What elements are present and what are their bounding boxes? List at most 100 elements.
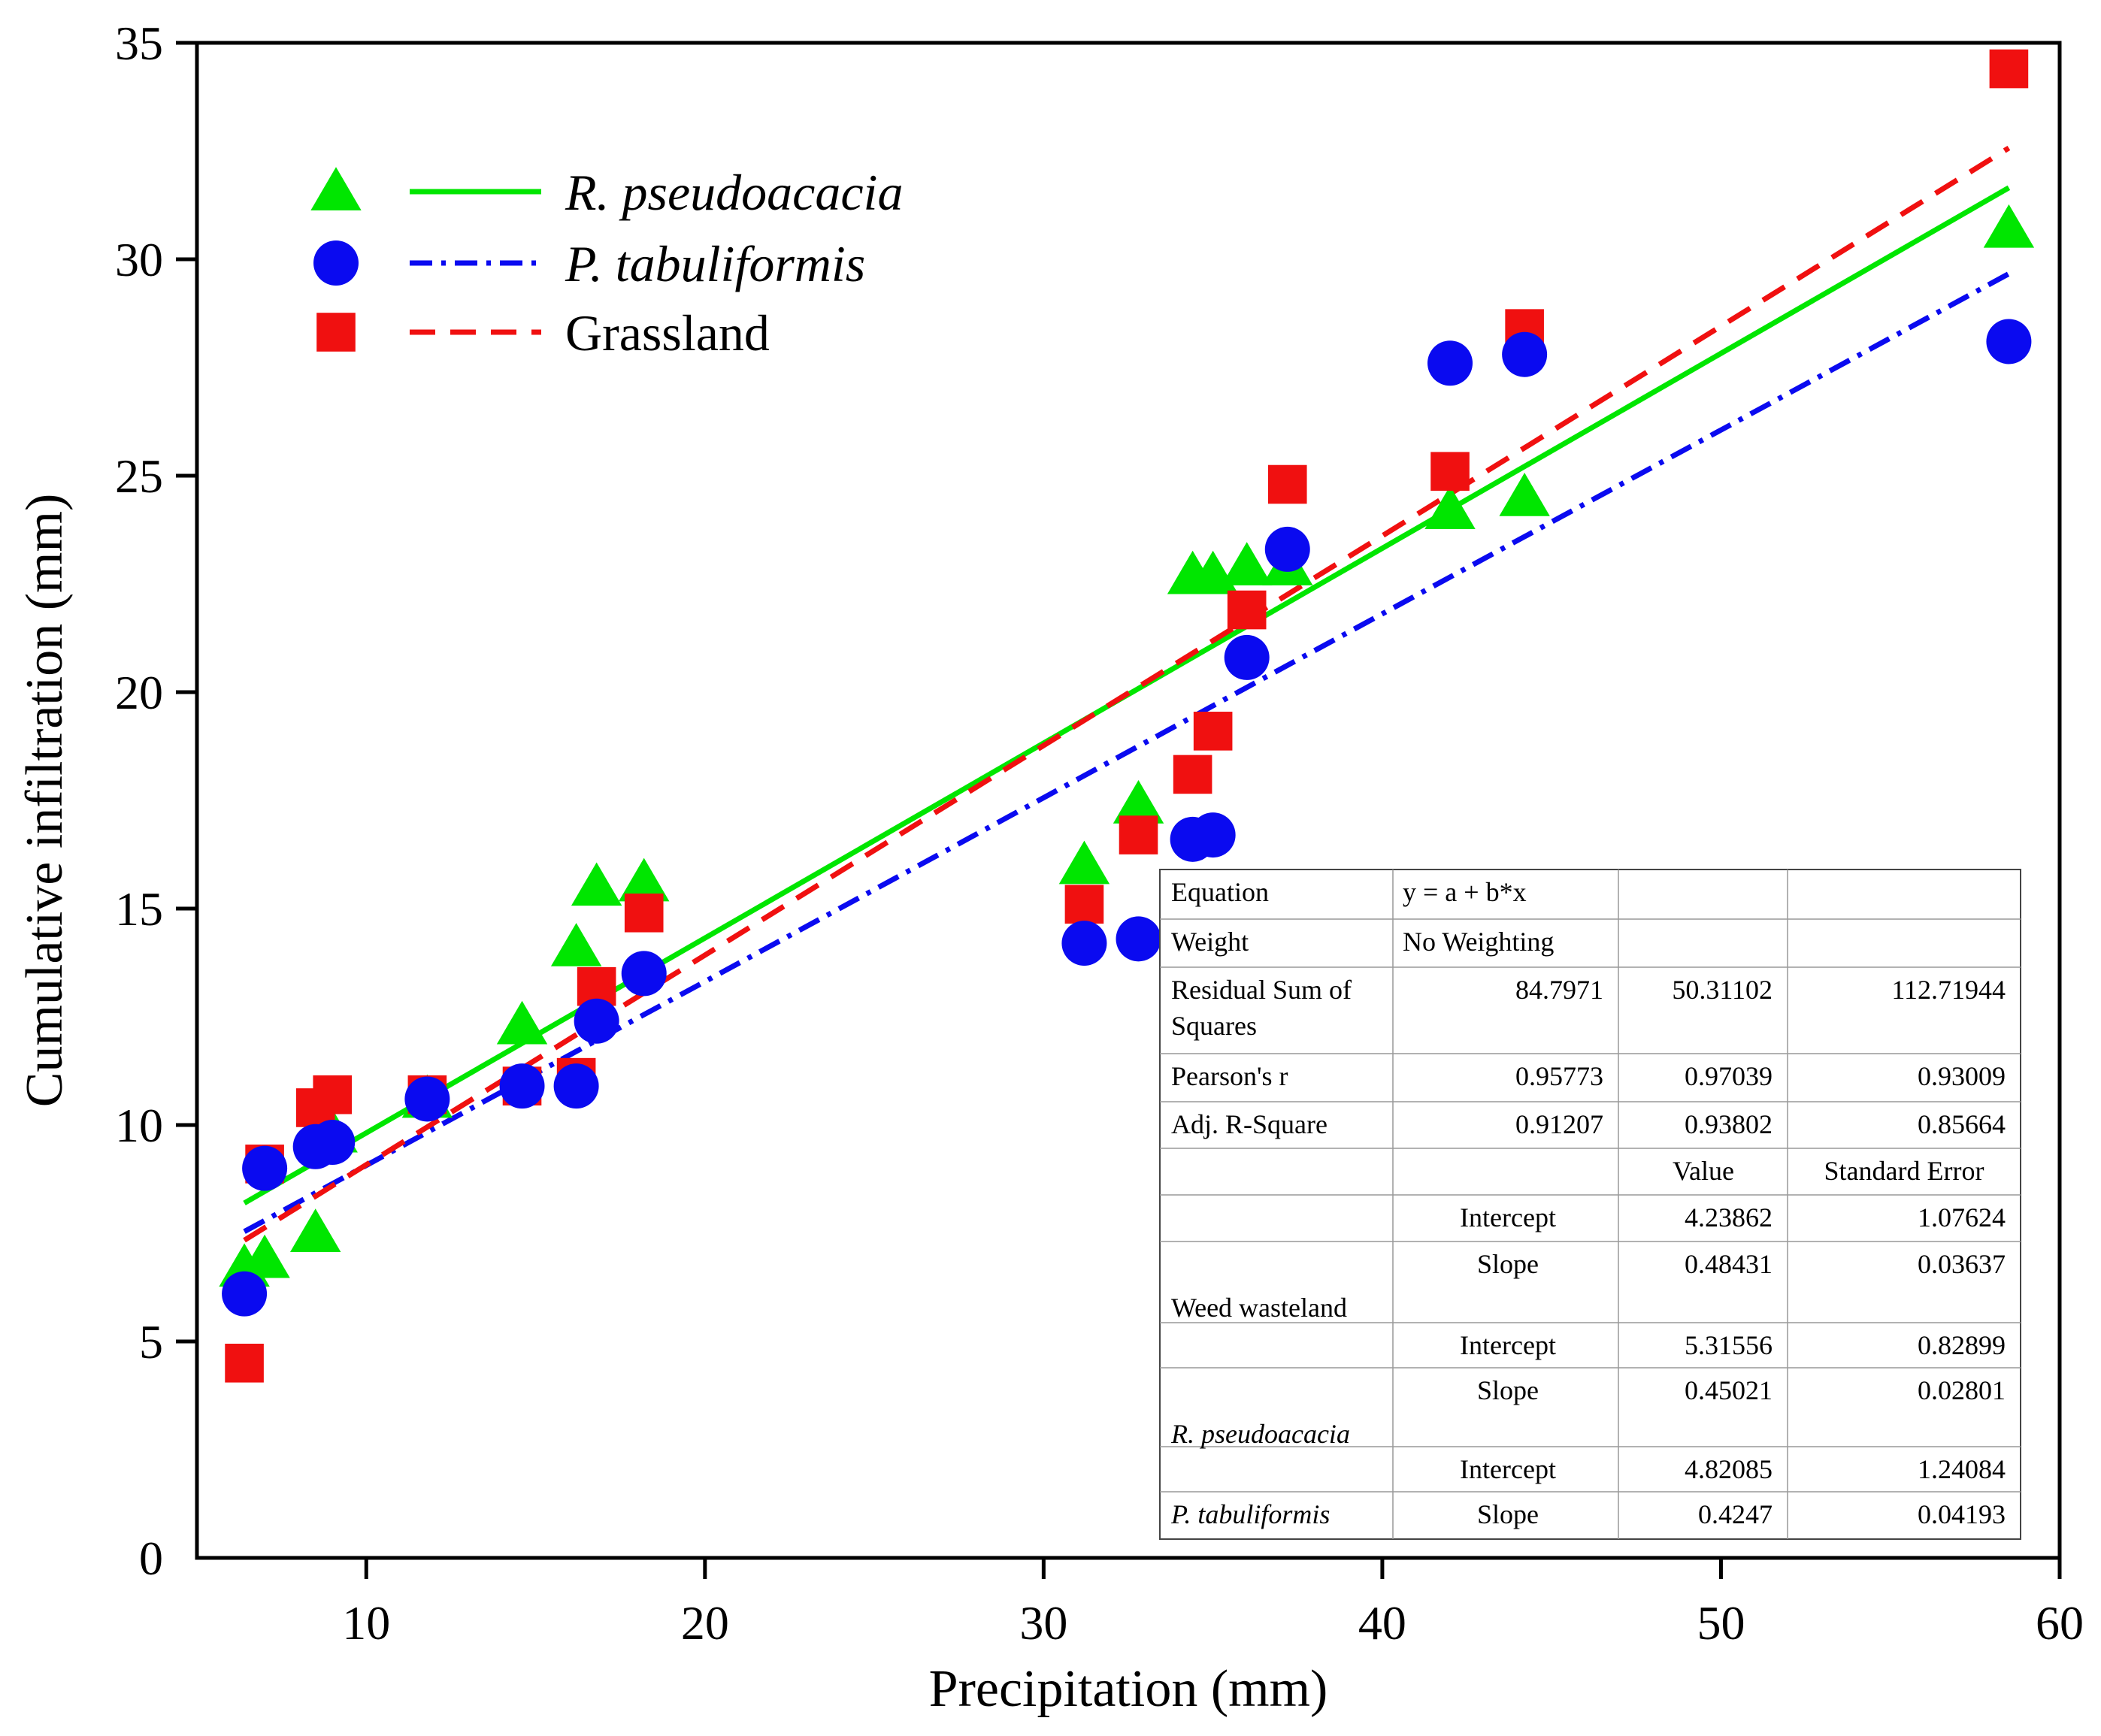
table-cell: Slope — [1477, 1499, 1539, 1529]
point-triangle-2 — [289, 1208, 341, 1252]
legend-label: R. pseudoacacia — [565, 164, 903, 221]
point-circle-1 — [242, 1145, 288, 1191]
table-cell: 0.93009 — [1918, 1061, 2006, 1091]
table-cell-label: Residual Sum of — [1171, 975, 1352, 1005]
point-circle-5 — [499, 1063, 545, 1109]
table-cell: 0.91207 — [1515, 1109, 1603, 1139]
table-cell: 4.23862 — [1685, 1202, 1773, 1232]
point-circle-12 — [1190, 812, 1236, 858]
plot-frame — [195, 41, 2062, 1560]
legend-marker-square — [316, 313, 356, 352]
x-tick-label: 20 — [681, 1596, 729, 1650]
table-cell: Standard Error — [1824, 1156, 1984, 1186]
legend-label: Grassland — [565, 304, 770, 361]
table-cell: 0.82899 — [1918, 1330, 2006, 1360]
point-triangle-17 — [1983, 204, 2035, 248]
point-triangle-13 — [1221, 542, 1273, 585]
table-cell: Value — [1673, 1156, 1734, 1186]
point-square-13 — [1227, 590, 1267, 630]
y-tick-label: 10 — [115, 1099, 163, 1152]
y-tick-label: 5 — [139, 1315, 163, 1369]
point-triangle-9 — [1058, 840, 1110, 885]
point-triangle-5 — [496, 1000, 548, 1045]
table-cell: 0.93802 — [1685, 1109, 1773, 1139]
table-cell: Intercept — [1460, 1202, 1556, 1232]
table-cell: 4.82085 — [1685, 1454, 1773, 1484]
point-triangle-7 — [571, 862, 622, 906]
table-frame — [1159, 869, 2021, 1540]
point-square-9 — [1064, 885, 1104, 924]
point-circle-10 — [1116, 916, 1161, 962]
axes: 10 20 30 40 50 60 0 5 10 15 20 25 30 35 Precipitation … — [16, 17, 2084, 1718]
table-cell: Intercept — [1460, 1330, 1556, 1360]
table-cell-label: Weed wasteland — [1171, 1293, 1347, 1323]
table-cell: 112.71944 — [1891, 975, 2006, 1005]
point-circle-4 — [404, 1076, 450, 1122]
stats-table: Equation y = a + b*x Weight No Weighting Res… — [1159, 869, 2021, 1540]
table-cell: 5.31556 — [1685, 1330, 1773, 1360]
x-tick-label: 30 — [1019, 1596, 1067, 1650]
table-cell: 0.95773 — [1515, 1061, 1603, 1091]
point-circle-15 — [1427, 340, 1473, 386]
table-cell-label: Adj. R-Square — [1171, 1109, 1328, 1139]
y-tick-label: 0 — [139, 1532, 163, 1585]
point-circle-17 — [1986, 319, 2032, 364]
table-cell: 0.45021 — [1685, 1375, 1773, 1405]
x-tick-label: 40 — [1358, 1596, 1406, 1650]
point-circle-0 — [222, 1271, 268, 1317]
y-tick-label: 20 — [115, 666, 163, 719]
point-square-10 — [1119, 815, 1158, 854]
x-tick-label: 60 — [2036, 1596, 2084, 1650]
fit-line-2 — [243, 145, 2011, 1243]
table-cell: 84.7971 — [1515, 975, 1603, 1005]
table-cell: 0.4247 — [1698, 1499, 1773, 1529]
table-cell-label: Weight — [1171, 927, 1249, 957]
point-square-15 — [1430, 452, 1470, 491]
point-circle-7 — [574, 998, 619, 1044]
point-circle-3 — [310, 1120, 356, 1166]
y-tick-label: 15 — [115, 882, 163, 936]
x-tick-label: 50 — [1697, 1596, 1745, 1650]
point-triangle-16 — [1499, 473, 1550, 516]
point-triangle-1 — [239, 1234, 290, 1278]
point-triangle-10 — [1113, 780, 1164, 824]
table-cell: No Weighting — [1403, 927, 1554, 957]
table-cell: 0.03637 — [1918, 1249, 2006, 1279]
table-cell-label: R. pseudoacacia — [1170, 1419, 1350, 1449]
point-triangle-6 — [550, 923, 602, 966]
point-square-8 — [624, 893, 664, 933]
point-square-0 — [225, 1344, 264, 1383]
point-square-12 — [1193, 712, 1233, 751]
point-square-3 — [313, 1075, 353, 1114]
y-tick-label: 35 — [115, 17, 163, 70]
point-square-14 — [1267, 464, 1307, 504]
legend-marker-circle — [313, 240, 359, 286]
x-tick-label: 10 — [342, 1596, 390, 1650]
table-cell: 0.97039 — [1685, 1061, 1773, 1091]
point-square-11 — [1173, 755, 1212, 794]
point-circle-9 — [1061, 921, 1107, 966]
y-tick-label: 25 — [115, 449, 163, 503]
table-cell: 0.85664 — [1918, 1109, 2006, 1139]
point-triangle-8 — [619, 857, 670, 902]
table-cell-label: Pearson's r — [1171, 1061, 1288, 1091]
table-cell: 0.04193 — [1918, 1499, 2006, 1529]
point-circle-16 — [1502, 331, 1548, 377]
table-cell: Intercept — [1460, 1454, 1556, 1484]
legend: R. pseudoacacia P. tabuliformis Grassland — [310, 164, 903, 361]
y-tick-label: 30 — [115, 233, 163, 286]
table-cell: y = a + b*x — [1403, 877, 1527, 907]
table-cell: 1.24084 — [1918, 1454, 2006, 1484]
data-points — [219, 49, 2035, 1383]
point-triangle-15 — [1424, 485, 1476, 530]
table-cell: Slope — [1477, 1249, 1539, 1279]
table-cell-label: Squares — [1171, 1011, 1257, 1041]
table-cell: 1.07624 — [1918, 1202, 2006, 1232]
table-cell: Slope — [1477, 1375, 1539, 1405]
y-axis-title: Cumulative infiltration (mm) — [16, 494, 74, 1108]
legend-marker-triangle — [310, 167, 362, 210]
table-cell: 50.31102 — [1672, 975, 1773, 1005]
point-circle-8 — [621, 951, 667, 997]
point-circle-14 — [1264, 526, 1310, 572]
